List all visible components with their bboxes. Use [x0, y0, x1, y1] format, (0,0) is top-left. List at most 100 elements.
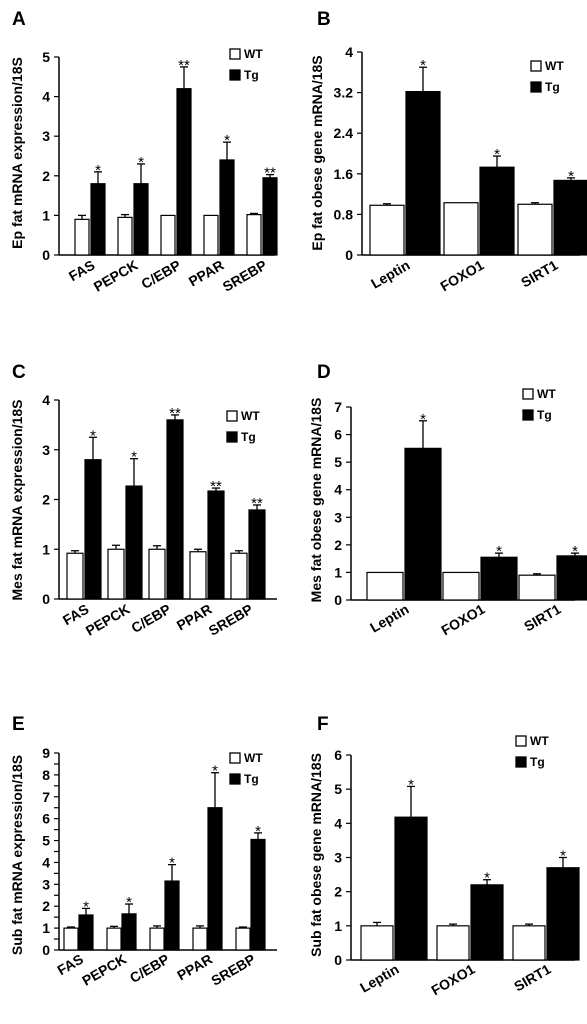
wt-bar — [436, 925, 470, 961]
panel-letter: D — [317, 362, 331, 383]
y-tick-label: 2 — [42, 168, 50, 184]
wt-bar — [74, 218, 90, 256]
significance-mark: * — [420, 57, 426, 74]
x-category-label: C/EBP — [138, 257, 183, 292]
y-tick-label: 0 — [334, 592, 342, 608]
tg-bar — [84, 459, 102, 600]
x-category-label: Leptin — [367, 601, 411, 636]
y-axis-label: Ep fat obese gene mRNA/18S — [309, 55, 325, 250]
x-category-label: FOXO1 — [438, 601, 487, 639]
tg-bar — [480, 556, 518, 601]
significance-mark: ** — [264, 165, 276, 182]
legend-swatch-wt — [515, 735, 527, 747]
tg-bar — [207, 807, 223, 951]
wt-bar — [369, 204, 405, 256]
significance-mark: ** — [210, 478, 222, 495]
legend-label-wt: WT — [537, 387, 556, 401]
legend-swatch-wt — [229, 752, 241, 764]
y-tick-label: 3 — [42, 442, 50, 458]
y-tick-label: 0 — [345, 247, 353, 263]
significance-mark: * — [212, 763, 218, 780]
significance-mark: * — [169, 855, 175, 872]
panel-letter: E — [12, 714, 25, 735]
significance-mark: * — [95, 162, 101, 179]
significance-mark: * — [494, 146, 500, 163]
y-tick-label: 5 — [334, 454, 342, 470]
legend-label-wt: WT — [530, 734, 549, 748]
y-tick-label: 1.6 — [334, 166, 354, 182]
y-axis-label: Sub fat obese gene mRNA/18S — [308, 753, 324, 957]
significance-mark: * — [560, 848, 566, 865]
x-category-label: PPAR — [174, 951, 215, 984]
tg-bar — [553, 179, 587, 256]
y-tick-label: 2 — [42, 898, 50, 914]
y-tick-label: 2 — [42, 492, 50, 508]
y-axis-label: Ep fat mRNA expression/18S — [9, 57, 25, 249]
wt-bar — [360, 925, 394, 961]
y-tick-label: 3.2 — [334, 85, 354, 101]
y-tick-label: 4 — [334, 815, 342, 831]
wt-bar — [106, 927, 122, 951]
tg-bar — [176, 88, 192, 256]
x-category-label: SREBP — [208, 951, 258, 989]
legend-swatch-tg — [229, 773, 241, 785]
y-tick-label: 3 — [42, 128, 50, 144]
y-tick-label: 4 — [42, 854, 50, 870]
significance-mark: * — [408, 776, 414, 793]
wt-bar — [517, 203, 553, 256]
significance-mark: * — [572, 543, 578, 560]
legend-swatch-tg — [522, 409, 534, 421]
y-tick-label: 4 — [42, 392, 50, 408]
y-tick-label: 8 — [42, 767, 50, 783]
legend-label-wt: WT — [244, 751, 263, 765]
legend-label-tg: Tg — [545, 80, 560, 94]
tg-bar — [78, 914, 94, 951]
significance-mark: * — [224, 132, 230, 149]
legend-swatch-tg — [515, 756, 527, 768]
wt-bar — [366, 571, 404, 601]
tg-bar — [470, 884, 504, 961]
x-category-label: PEPCK — [83, 601, 133, 639]
significance-mark: * — [138, 154, 144, 171]
wt-bar — [107, 548, 125, 600]
tg-bar — [546, 867, 580, 961]
significance-mark: ** — [169, 405, 181, 422]
y-tick-label: 3 — [334, 850, 342, 866]
legend-label-tg: Tg — [241, 430, 256, 444]
significance-mark: * — [126, 894, 132, 911]
legend: WT Tg — [530, 59, 564, 94]
tg-bar — [219, 159, 235, 256]
y-tick-label: 0 — [42, 591, 50, 607]
y-tick-label: 2 — [334, 884, 342, 900]
tg-bar — [125, 485, 143, 600]
y-axis-label: Mes fat mRNA expression/18S — [9, 400, 25, 601]
tg-bar — [164, 880, 180, 951]
y-tick-label: 1 — [334, 918, 342, 934]
tg-bar — [90, 183, 106, 256]
y-tick-label: 1 — [42, 207, 50, 223]
panel-letter: B — [317, 9, 331, 30]
significance-mark: ** — [251, 495, 263, 512]
y-tick-label: 4 — [345, 44, 353, 60]
x-category-label: SIRT1 — [518, 257, 561, 291]
tg-bar — [404, 447, 442, 601]
y-tick-label: 5 — [334, 781, 342, 797]
legend-label-tg: Tg — [537, 408, 552, 422]
wt-bar — [192, 927, 208, 951]
significance-mark: * — [568, 168, 574, 185]
wt-bar — [230, 552, 248, 600]
significance-mark: * — [131, 449, 137, 466]
y-tick-label: 1 — [334, 564, 342, 580]
wt-bar — [63, 927, 79, 951]
y-tick-label: 0 — [42, 942, 50, 958]
y-tick-label: 0 — [42, 247, 50, 263]
tg-bar — [207, 490, 225, 600]
y-tick-label: 3 — [334, 509, 342, 525]
y-tick-label: 4 — [42, 89, 50, 105]
y-tick-label: 7 — [334, 399, 342, 415]
x-category-label: FOXO1 — [428, 961, 477, 999]
legend: WT Tg — [229, 47, 263, 82]
legend-label-wt: WT — [545, 59, 564, 73]
x-category-label: PPAR — [186, 257, 227, 290]
